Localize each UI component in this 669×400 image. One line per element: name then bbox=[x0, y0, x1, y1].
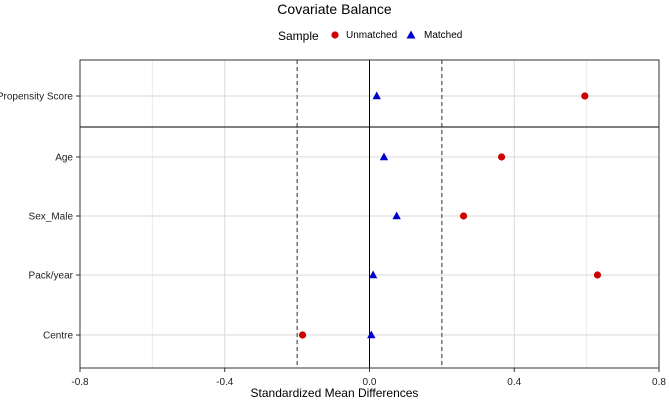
chart-title: Covariate Balance bbox=[277, 1, 392, 17]
point-matched bbox=[392, 211, 401, 220]
point-matched bbox=[379, 152, 389, 161]
point-unmatched bbox=[459, 212, 468, 220]
legend-matched-label: Matched bbox=[424, 30, 463, 41]
point-unmatched bbox=[581, 92, 589, 100]
legend-matched-marker bbox=[406, 30, 416, 39]
point-matched bbox=[368, 270, 378, 279]
y-tick-label: Propensity Score bbox=[0, 92, 73, 103]
x-axis-label: Standardized Mean Differences bbox=[250, 386, 419, 400]
x-tick-label: 0.0 bbox=[363, 377, 377, 388]
y-tick-label: Age bbox=[55, 153, 73, 164]
y-tick-label: Pack/year bbox=[29, 271, 74, 282]
point-matched bbox=[372, 91, 381, 100]
y-tick-label: Centre bbox=[43, 331, 73, 342]
point-unmatched bbox=[593, 271, 602, 279]
x-tick-label: 0.4 bbox=[507, 377, 521, 388]
x-tick-label: 0.8 bbox=[652, 377, 666, 388]
y-tick-label: Sex_Male bbox=[29, 212, 74, 223]
legend: Sample Unmatched Matched bbox=[0, 28, 669, 44]
x-tick-label: -0.8 bbox=[71, 377, 89, 388]
x-tick-label: -0.4 bbox=[216, 377, 234, 388]
point-unmatched bbox=[298, 331, 307, 339]
legend-title: Sample bbox=[278, 29, 319, 43]
point-unmatched bbox=[497, 153, 506, 161]
legend-unmatched-marker bbox=[331, 31, 339, 39]
legend-unmatched-label: Unmatched bbox=[346, 30, 398, 41]
point-matched bbox=[367, 330, 376, 339]
